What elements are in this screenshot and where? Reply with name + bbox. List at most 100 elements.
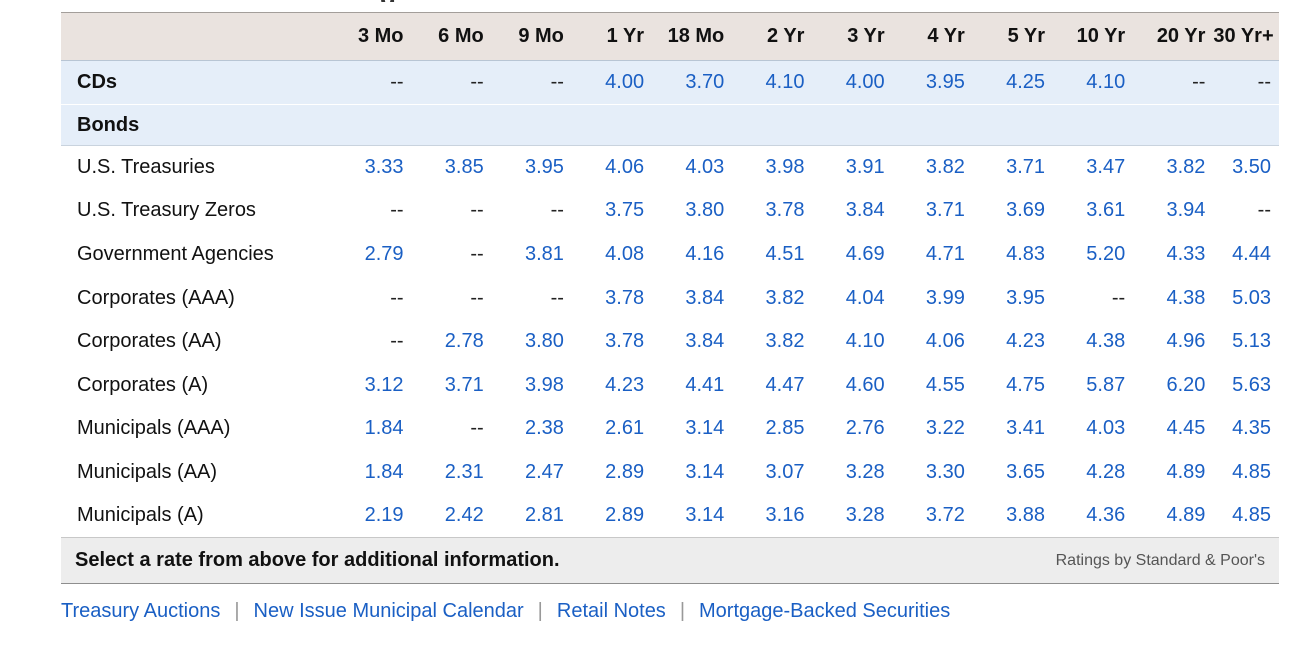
rate-cell[interactable]: 6.20 (1166, 373, 1206, 396)
rate-cell[interactable]: 3.98 (765, 156, 805, 179)
rate-cell[interactable]: 3.71 (1006, 156, 1046, 179)
link-retail-notes[interactable]: Retail Notes (556, 600, 666, 622)
rate-cell[interactable]: 3.81 (524, 242, 564, 265)
rate-cell[interactable]: 4.85 (1232, 504, 1271, 527)
rate-cell[interactable]: 3.80 (685, 199, 725, 222)
rate-cell[interactable]: 3.61 (1086, 199, 1126, 222)
rate-cell[interactable]: 3.91 (845, 156, 885, 179)
rate-cell[interactable]: 2.81 (524, 504, 564, 527)
link-new-issue-municipal-calendar[interactable]: New Issue Municipal Calendar (253, 600, 524, 622)
rate-cell[interactable]: 4.04 (845, 286, 885, 309)
rate-cell[interactable]: 4.75 (1006, 373, 1046, 396)
rate-cell[interactable]: 4.36 (1086, 504, 1126, 527)
rate-cell[interactable]: 3.22 (925, 417, 965, 440)
rate-cell[interactable]: 3.82 (925, 156, 965, 179)
rate-cell[interactable]: 3.82 (1166, 156, 1206, 179)
rate-cell[interactable]: 3.12 (364, 373, 404, 396)
rate-cell[interactable]: 4.16 (685, 242, 725, 265)
rate-cell[interactable]: 3.94 (1166, 199, 1206, 222)
rate-cell[interactable]: 4.38 (1166, 286, 1206, 309)
rate-cell[interactable]: 5.13 (1232, 330, 1271, 353)
rate-cell[interactable]: 3.78 (765, 199, 805, 222)
rate-cell[interactable]: 3.14 (685, 417, 725, 440)
rate-cell[interactable]: 4.60 (845, 373, 885, 396)
rate-cell[interactable]: 3.95 (925, 71, 965, 93)
rate-cell[interactable]: 3.65 (1006, 460, 1046, 483)
rate-cell[interactable]: 4.47 (765, 373, 805, 396)
rate-cell[interactable]: 3.99 (925, 286, 965, 309)
rate-cell[interactable]: 3.72 (925, 504, 965, 527)
rate-cell[interactable]: 4.10 (765, 71, 805, 93)
rate-cell[interactable]: 4.38 (1086, 330, 1126, 353)
rate-cell[interactable]: 4.69 (845, 242, 885, 265)
rate-cell[interactable]: 2.78 (444, 330, 484, 353)
rate-cell[interactable]: 3.84 (685, 330, 725, 353)
rate-cell[interactable]: 1.84 (364, 460, 404, 483)
rate-cell[interactable]: 3.71 (925, 199, 965, 222)
rate-cell[interactable]: 3.95 (1006, 286, 1046, 309)
rate-cell[interactable]: 3.41 (1006, 417, 1046, 440)
rate-cell[interactable]: 3.50 (1232, 156, 1271, 179)
rate-cell[interactable]: 4.06 (925, 330, 965, 353)
rate-cell[interactable]: 2.89 (605, 504, 645, 527)
rate-cell[interactable]: 3.78 (605, 330, 645, 353)
rate-cell[interactable]: 3.95 (524, 156, 564, 179)
rate-cell[interactable]: 4.23 (605, 373, 645, 396)
link-mortgage-backed-securities[interactable]: Mortgage-Backed Securities (699, 600, 951, 622)
rate-cell[interactable]: 4.96 (1166, 330, 1206, 353)
rate-cell[interactable]: 2.19 (364, 504, 404, 527)
rate-cell[interactable]: 4.00 (605, 71, 645, 93)
rate-cell[interactable]: 3.07 (765, 460, 805, 483)
rate-cell[interactable]: 2.31 (444, 460, 484, 483)
rate-cell[interactable]: 3.84 (685, 286, 725, 309)
rate-cell[interactable]: 3.82 (765, 330, 805, 353)
rate-cell[interactable]: 4.06 (605, 156, 645, 179)
rate-cell[interactable]: 3.71 (444, 373, 484, 396)
rate-cell[interactable]: 4.03 (1086, 417, 1126, 440)
rate-cell[interactable]: 4.89 (1166, 504, 1206, 527)
rate-cell[interactable]: 4.35 (1232, 417, 1271, 440)
link-treasury-auctions[interactable]: Treasury Auctions (61, 600, 221, 622)
rate-cell[interactable]: 3.82 (765, 286, 805, 309)
rate-cell[interactable]: 4.71 (925, 242, 965, 265)
rate-cell[interactable]: 2.61 (605, 417, 645, 440)
rate-cell[interactable]: 4.89 (1166, 460, 1206, 483)
rate-cell[interactable]: 3.84 (845, 199, 885, 222)
rate-cell[interactable]: 4.10 (845, 330, 885, 353)
rate-cell[interactable]: 4.25 (1006, 71, 1046, 93)
rate-cell[interactable]: 2.79 (364, 242, 404, 265)
rate-cell[interactable]: 5.87 (1086, 373, 1126, 396)
rate-cell[interactable]: 3.28 (845, 504, 885, 527)
rate-cell[interactable]: 5.20 (1086, 242, 1126, 265)
rate-cell[interactable]: 3.70 (685, 71, 725, 93)
rate-cell[interactable]: 4.85 (1232, 460, 1271, 483)
rate-cell[interactable]: 3.80 (524, 330, 564, 353)
rate-cell[interactable]: 4.10 (1086, 71, 1126, 93)
rate-cell[interactable]: 4.41 (685, 373, 725, 396)
rate-cell[interactable]: 3.88 (1006, 504, 1046, 527)
rate-cell[interactable]: 4.08 (605, 242, 645, 265)
rate-cell[interactable]: 2.89 (605, 460, 645, 483)
rate-cell[interactable]: 2.38 (524, 417, 564, 440)
rate-cell[interactable]: 4.23 (1006, 330, 1046, 353)
rate-cell[interactable]: 3.33 (364, 156, 404, 179)
rate-cell[interactable]: 4.03 (685, 156, 725, 179)
rate-cell[interactable]: 4.55 (925, 373, 965, 396)
rate-cell[interactable]: 2.42 (444, 504, 484, 527)
rate-cell[interactable]: 5.03 (1232, 286, 1271, 309)
rate-cell[interactable]: 3.16 (765, 504, 805, 527)
rate-cell[interactable]: 2.85 (765, 417, 805, 440)
rate-cell[interactable]: 4.28 (1086, 460, 1126, 483)
rate-cell[interactable]: 1.84 (364, 417, 404, 440)
rate-cell[interactable]: 2.76 (845, 417, 885, 440)
rate-cell[interactable]: 2.47 (524, 460, 564, 483)
rate-cell[interactable]: 3.47 (1086, 156, 1126, 179)
rate-cell[interactable]: 3.30 (925, 460, 965, 483)
rate-cell[interactable]: 5.63 (1232, 373, 1271, 396)
rate-cell[interactable]: 4.51 (765, 242, 805, 265)
rate-cell[interactable]: 3.85 (444, 156, 484, 179)
rate-cell[interactable]: 4.44 (1232, 242, 1271, 265)
rate-cell[interactable]: 4.45 (1166, 417, 1206, 440)
rate-cell[interactable]: 4.83 (1006, 242, 1046, 265)
rate-cell[interactable]: 3.14 (685, 460, 725, 483)
